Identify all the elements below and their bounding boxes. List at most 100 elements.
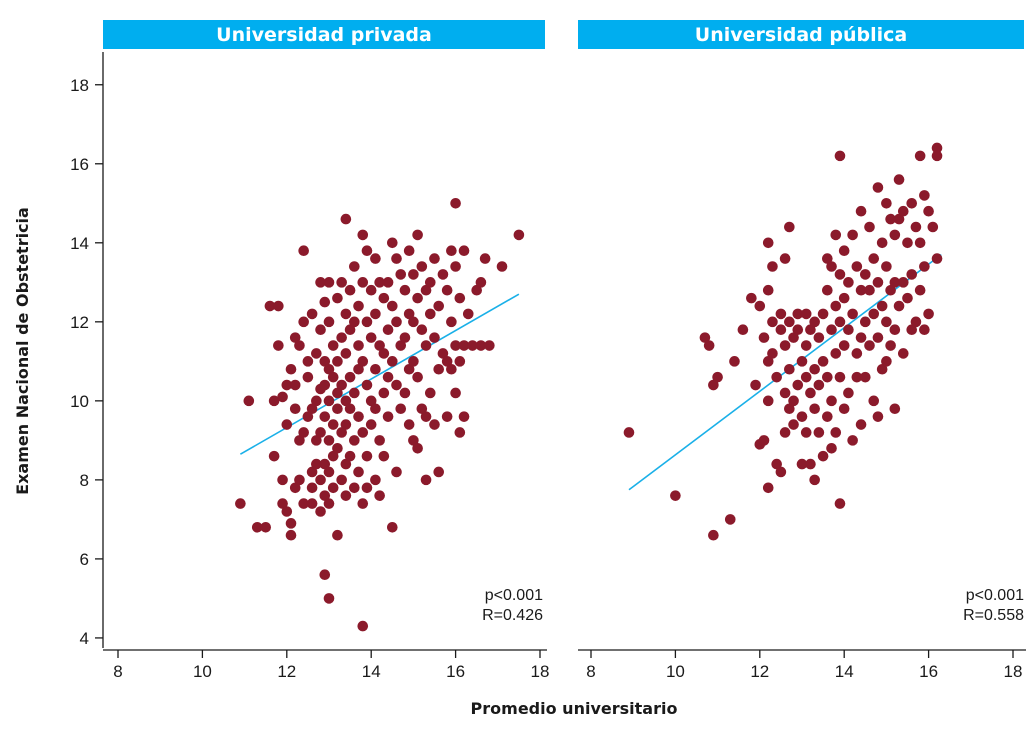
y-tick-label: 16 — [70, 155, 89, 174]
data-point — [855, 419, 867, 430]
data-point — [319, 379, 331, 391]
data-point — [315, 324, 326, 336]
data-point — [349, 387, 360, 399]
data-point — [399, 332, 411, 343]
data-point — [387, 300, 398, 312]
data-point — [623, 427, 635, 438]
data-point — [792, 379, 804, 391]
data-point — [885, 284, 896, 296]
data-point — [374, 277, 385, 288]
data-point — [306, 482, 318, 494]
data-point — [344, 284, 356, 296]
data-point — [826, 324, 837, 336]
data-point — [800, 340, 812, 351]
x-tick-label: 16 — [446, 662, 465, 681]
data-point — [788, 395, 799, 407]
data-point — [872, 182, 884, 193]
data-point — [365, 332, 377, 343]
data-point — [826, 261, 837, 272]
data-point — [513, 229, 525, 241]
data-point — [349, 261, 360, 272]
panel-header-privada — [103, 20, 545, 49]
data-point — [834, 371, 846, 383]
data-point — [885, 213, 896, 225]
data-point — [712, 371, 723, 383]
data-point — [412, 229, 423, 241]
data-point — [775, 308, 787, 320]
data-point — [306, 403, 318, 415]
data-point — [378, 450, 390, 462]
data-point — [416, 403, 428, 415]
data-point — [788, 419, 799, 430]
data-point — [357, 356, 369, 367]
x-tick-label: 12 — [750, 662, 769, 681]
data-point — [462, 308, 474, 320]
data-point — [851, 348, 863, 359]
x-tick-label: 10 — [193, 662, 212, 681]
data-point — [327, 482, 339, 494]
data-point — [855, 284, 867, 296]
data-point — [429, 419, 440, 430]
data-point — [724, 514, 736, 525]
data-point — [311, 435, 322, 446]
x-axis-title: Promedio universitario — [471, 699, 678, 718]
data-point — [391, 253, 402, 264]
data-point — [851, 261, 863, 272]
data-point — [323, 277, 335, 288]
data-point — [336, 379, 347, 391]
data-point — [775, 324, 787, 336]
data-point — [817, 356, 829, 367]
data-point — [268, 450, 280, 462]
data-point — [910, 316, 922, 328]
data-point — [332, 403, 343, 415]
data-point — [906, 324, 918, 336]
data-point — [931, 253, 943, 264]
data-point — [416, 324, 428, 336]
data-point — [289, 332, 301, 343]
y-tick-label: 8 — [80, 471, 89, 490]
data-point — [454, 292, 466, 304]
data-point — [881, 197, 892, 209]
x-tick-label: 14 — [835, 662, 854, 681]
data-point — [876, 237, 888, 249]
data-point — [340, 490, 352, 501]
data-point — [344, 403, 356, 415]
axes-publica: 8 10 12 14 16 18 — [578, 649, 1026, 681]
data-point — [315, 427, 326, 438]
data-point — [708, 529, 719, 541]
data-point — [830, 300, 842, 312]
data-point — [319, 356, 331, 367]
data-point — [914, 284, 926, 296]
data-point — [450, 261, 461, 272]
data-point — [813, 332, 825, 343]
data-point — [387, 237, 398, 249]
data-point — [779, 340, 791, 351]
data-point — [319, 569, 331, 581]
data-point — [403, 363, 415, 375]
data-point — [467, 340, 478, 351]
data-point — [424, 387, 436, 399]
data-point — [302, 356, 314, 367]
data-point — [370, 253, 381, 264]
data-point — [332, 442, 343, 454]
data-point — [264, 300, 276, 312]
data-point — [327, 371, 339, 383]
data-point — [441, 284, 453, 296]
data-point — [450, 197, 461, 209]
data-point — [902, 292, 913, 304]
data-point — [374, 340, 385, 351]
data-point — [437, 269, 449, 280]
data-point — [412, 371, 423, 383]
data-point — [860, 371, 871, 383]
data-point — [699, 332, 711, 343]
data-point — [817, 450, 829, 462]
data-point — [496, 261, 508, 272]
data-point — [864, 340, 875, 351]
data-point — [484, 340, 495, 351]
data-point — [868, 308, 880, 320]
data-point — [336, 427, 347, 438]
data-point — [323, 316, 335, 328]
data-point — [408, 269, 419, 280]
data-point — [800, 427, 812, 438]
r-value-publica: R=0.558 — [963, 607, 1024, 624]
